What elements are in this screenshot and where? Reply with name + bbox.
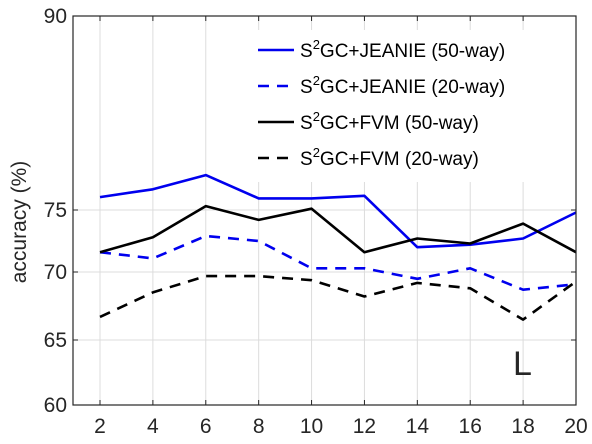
y-tick-label: 65	[44, 329, 67, 352]
series-layer	[99, 173, 577, 321]
legend: S2GC+JEANIE (50-way) S2GC+JEANIE (20-way)…	[250, 30, 570, 182]
x-tick-label: 6	[200, 415, 212, 438]
y-tick-label: 70	[44, 261, 67, 284]
series-line-3	[99, 204, 577, 254]
annotation-label: L	[513, 345, 532, 383]
series-line-4	[99, 274, 577, 321]
x-tick-label: 16	[459, 415, 482, 438]
y-tick-label: 75	[44, 199, 67, 222]
series-line-1	[99, 173, 577, 249]
x-tick-label: 4	[147, 415, 159, 438]
legend-label-3: S2GC+FVM (50-way)	[300, 109, 479, 134]
y-tick-label: 60	[44, 394, 67, 417]
tick-labels: 2 4 6 8 10 12 14 16 18 20 60 65 70 75 90	[44, 5, 588, 438]
x-tick-label: 14	[406, 415, 430, 438]
legend-label-2: S2GC+JEANIE (20-way)	[300, 73, 505, 98]
x-tick-label: 12	[353, 415, 376, 438]
y-axis-label: accuracy (%)	[8, 161, 31, 284]
x-tick-label: 8	[253, 415, 265, 438]
x-tick-label: 20	[564, 415, 587, 438]
axes	[72, 15, 577, 406]
legend-label-1: S2GC+JEANIE (50-way)	[300, 37, 505, 62]
y-tick-label: 90	[44, 5, 67, 28]
legend-box	[250, 30, 570, 182]
x-tick-label: 2	[94, 415, 106, 438]
x-tick-label: 18	[511, 415, 534, 438]
series-line-2	[99, 234, 577, 292]
x-tick-label: 10	[300, 415, 323, 438]
legend-label-4: S2GC+FVM (20-way)	[300, 145, 479, 170]
